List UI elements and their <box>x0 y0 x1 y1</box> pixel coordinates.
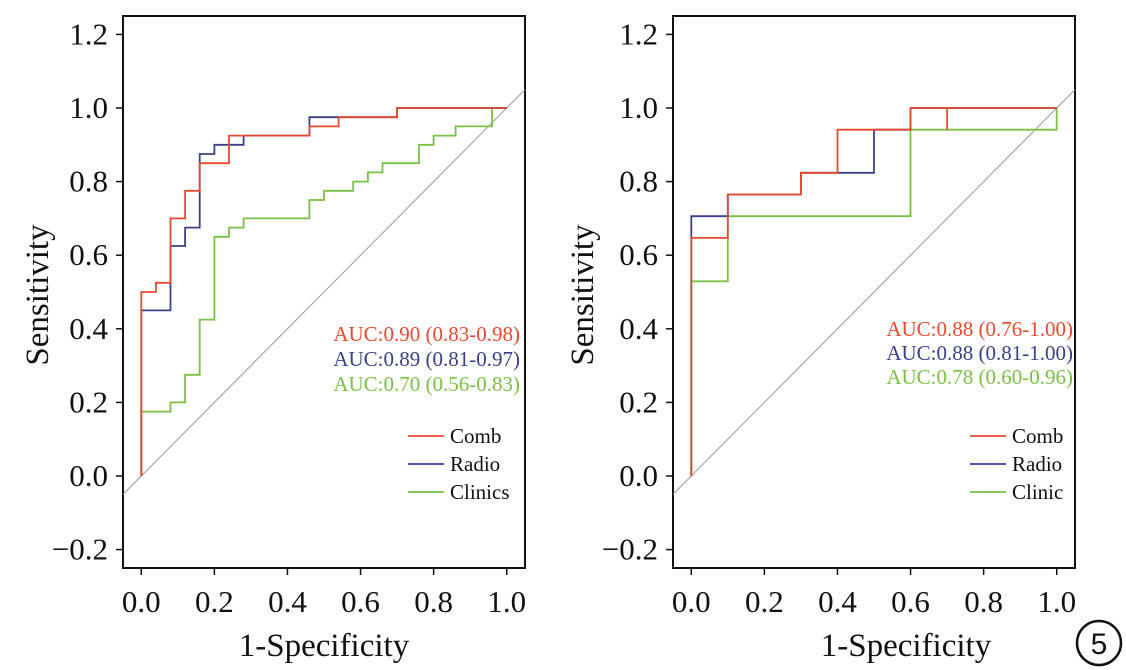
series-line-clinics <box>140 107 507 476</box>
y-tick-label: 0.8 <box>619 164 658 199</box>
y-tick-label: 1.0 <box>619 90 658 125</box>
auc-label-comb: AUC:0.90 (0.83-0.98) <box>333 322 520 346</box>
x-tick-label: 1.0 <box>1037 584 1076 619</box>
legend-label-comb: Comb <box>1012 424 1063 448</box>
legend-label-clinic: Clinic <box>1012 480 1063 504</box>
y-tick-label: 1.0 <box>69 90 108 125</box>
legend-label-radio: Radio <box>450 452 500 476</box>
plot-frame <box>122 15 526 569</box>
x-tick-label: 0.8 <box>414 584 453 619</box>
x-axis-title: 1-Specificity <box>239 628 410 664</box>
auc-label-clinic: AUC:0.78 (0.60-0.96) <box>886 365 1073 389</box>
reference-diagonal <box>672 89 1076 495</box>
y-tick-label: 1.2 <box>69 16 108 51</box>
x-tick-label: 0.2 <box>745 584 784 619</box>
figure-badge: 5 <box>1075 619 1123 667</box>
x-tick-label: 0.2 <box>195 584 234 619</box>
legend-label-comb: Comb <box>450 424 501 448</box>
series-line-comb <box>140 107 507 476</box>
y-tick-label: 1.2 <box>619 16 658 51</box>
x-tick-label: 0.4 <box>818 584 857 619</box>
y-tick-label: −0.2 <box>52 532 108 567</box>
y-axis-title: Sensitivity <box>565 224 601 366</box>
legend-label-radio: Radio <box>1012 452 1062 476</box>
x-tick-label: 1.0 <box>487 584 526 619</box>
auc-label-radio: AUC:0.89 (0.81-0.97) <box>333 347 520 371</box>
badge-circle <box>1075 619 1123 667</box>
auc-label-radio: AUC:0.88 (0.81-1.00) <box>886 341 1073 365</box>
y-tick-label: 0.4 <box>619 311 658 346</box>
plot-frame <box>672 15 1076 569</box>
roc-panel-right: 1.2 1.0 0.8 0.6 0.4 0.2 0.0 −0.2 0.0 0.2 0.4 0.6 0.8… <box>565 15 1076 664</box>
y-tick-label: 0.0 <box>619 458 658 493</box>
auc-label-clinics: AUC:0.70 (0.56-0.83) <box>333 372 520 396</box>
x-tick-label: 0.0 <box>122 584 161 619</box>
x-tick-label: 0.6 <box>341 584 380 619</box>
series-line-clinic <box>690 108 1058 476</box>
series-line-comb <box>690 107 1057 476</box>
roc-panel-left: 1.2 1.0 0.8 0.6 0.4 0.2 0.0 −0.2 0.0 0.2 0.4 0.6 0.8… <box>20 15 526 664</box>
x-tick-label: 0.8 <box>964 584 1003 619</box>
y-tick-label: 0.6 <box>619 237 658 272</box>
x-tick-label: 0.4 <box>268 584 307 619</box>
y-tick-label: 0.6 <box>69 237 108 272</box>
y-axis-title: Sensitivity <box>20 224 56 366</box>
auc-label-comb: AUC:0.88 (0.76-1.00) <box>886 317 1073 341</box>
y-tick-label: 0.2 <box>619 384 658 419</box>
reference-diagonal <box>122 89 526 495</box>
y-tick-label: 0.8 <box>69 164 108 199</box>
y-tick-label: −0.2 <box>602 532 658 567</box>
x-axis-title: 1-Specificity <box>821 628 992 664</box>
badge-number: 5 <box>1091 628 1108 661</box>
legend-label-clinics: Clinics <box>450 480 510 504</box>
y-tick-label: 0.4 <box>69 311 108 346</box>
x-tick-label: 0.0 <box>672 584 711 619</box>
y-tick-label: 0.2 <box>69 384 108 419</box>
y-tick-label: 0.0 <box>69 458 108 493</box>
x-tick-label: 0.6 <box>891 584 930 619</box>
